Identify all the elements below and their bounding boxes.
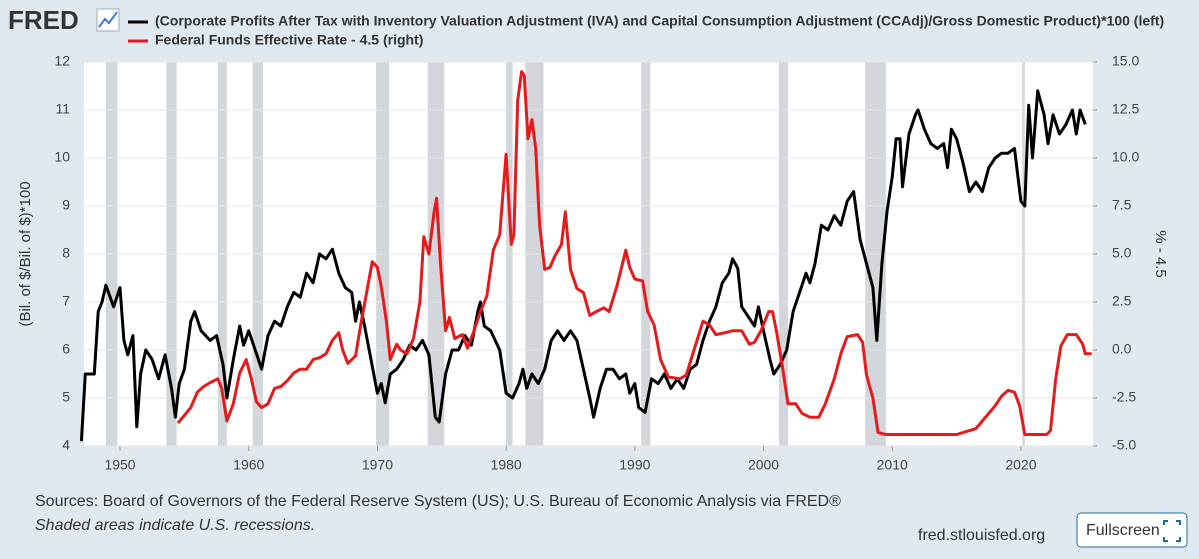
y-tick-label: 10 <box>54 149 70 165</box>
legend-label: (Corporate Profits After Tax with Invent… <box>155 13 1164 29</box>
x-tick-label: 1950 <box>104 457 135 473</box>
x-tick-label: 1980 <box>491 457 522 473</box>
x-tick-label: 2020 <box>1005 457 1036 473</box>
fullscreen-button[interactable]: Fullscreen <box>1076 512 1188 548</box>
button-label[interactable]: Fullscreen <box>1086 522 1160 539</box>
y-axis-title: (Bil. of $/Bil. of $)*100 <box>17 181 34 326</box>
y2-tick-label: -5.0 <box>1112 437 1136 453</box>
logo-icon-line <box>98 11 118 28</box>
y2-tick-label: 0.0 <box>1112 341 1132 357</box>
y2-tick-label: 2.5 <box>1112 293 1132 309</box>
logo-icon <box>96 8 120 32</box>
y-tick-label: 5 <box>62 389 70 405</box>
button-icon[interactable] <box>1163 520 1181 542</box>
series-line <box>79 89 1087 442</box>
y2-axis-title: % - 4.5 <box>1152 230 1169 278</box>
series-line <box>176 70 1092 436</box>
y-tick-label: 7 <box>62 293 70 309</box>
y2-tick-label: 12.5 <box>1112 101 1139 117</box>
y2-tick-label: 10.0 <box>1112 149 1139 165</box>
y2-tick-label: 15.0 <box>1112 53 1139 69</box>
y-tick-label: 12 <box>54 53 70 69</box>
legend-label: Federal Funds Effective Rate - 4.5 (righ… <box>155 32 423 48</box>
y2-tick-label: -2.5 <box>1112 389 1136 405</box>
x-tick-label: 1970 <box>362 457 393 473</box>
y2-tick-label: 7.5 <box>1112 197 1132 213</box>
logo-icon-box <box>96 8 120 32</box>
x-tick-label: 1960 <box>233 457 264 473</box>
sources: Sources: Board of Governors of the Feder… <box>35 493 841 510</box>
y-tick-label: 6 <box>62 341 70 357</box>
x-tick-label: 2000 <box>748 457 779 473</box>
y-tick-label: 9 <box>62 197 70 213</box>
button-frame[interactable] <box>1076 512 1188 548</box>
y-tick-label: 11 <box>55 101 70 117</box>
y2-tick-label: 5.0 <box>1112 245 1132 261</box>
x-tick-label: 1990 <box>619 457 650 473</box>
y-tick-label: 8 <box>62 245 70 261</box>
recession-note: Shaded areas indicate U.S. recessions. <box>35 517 315 534</box>
logo: FRED <box>8 5 79 35</box>
site-url: fred.stlouisfed.org <box>918 527 1045 544</box>
y-tick-label: 4 <box>62 437 70 453</box>
x-tick-label: 2010 <box>877 457 908 473</box>
